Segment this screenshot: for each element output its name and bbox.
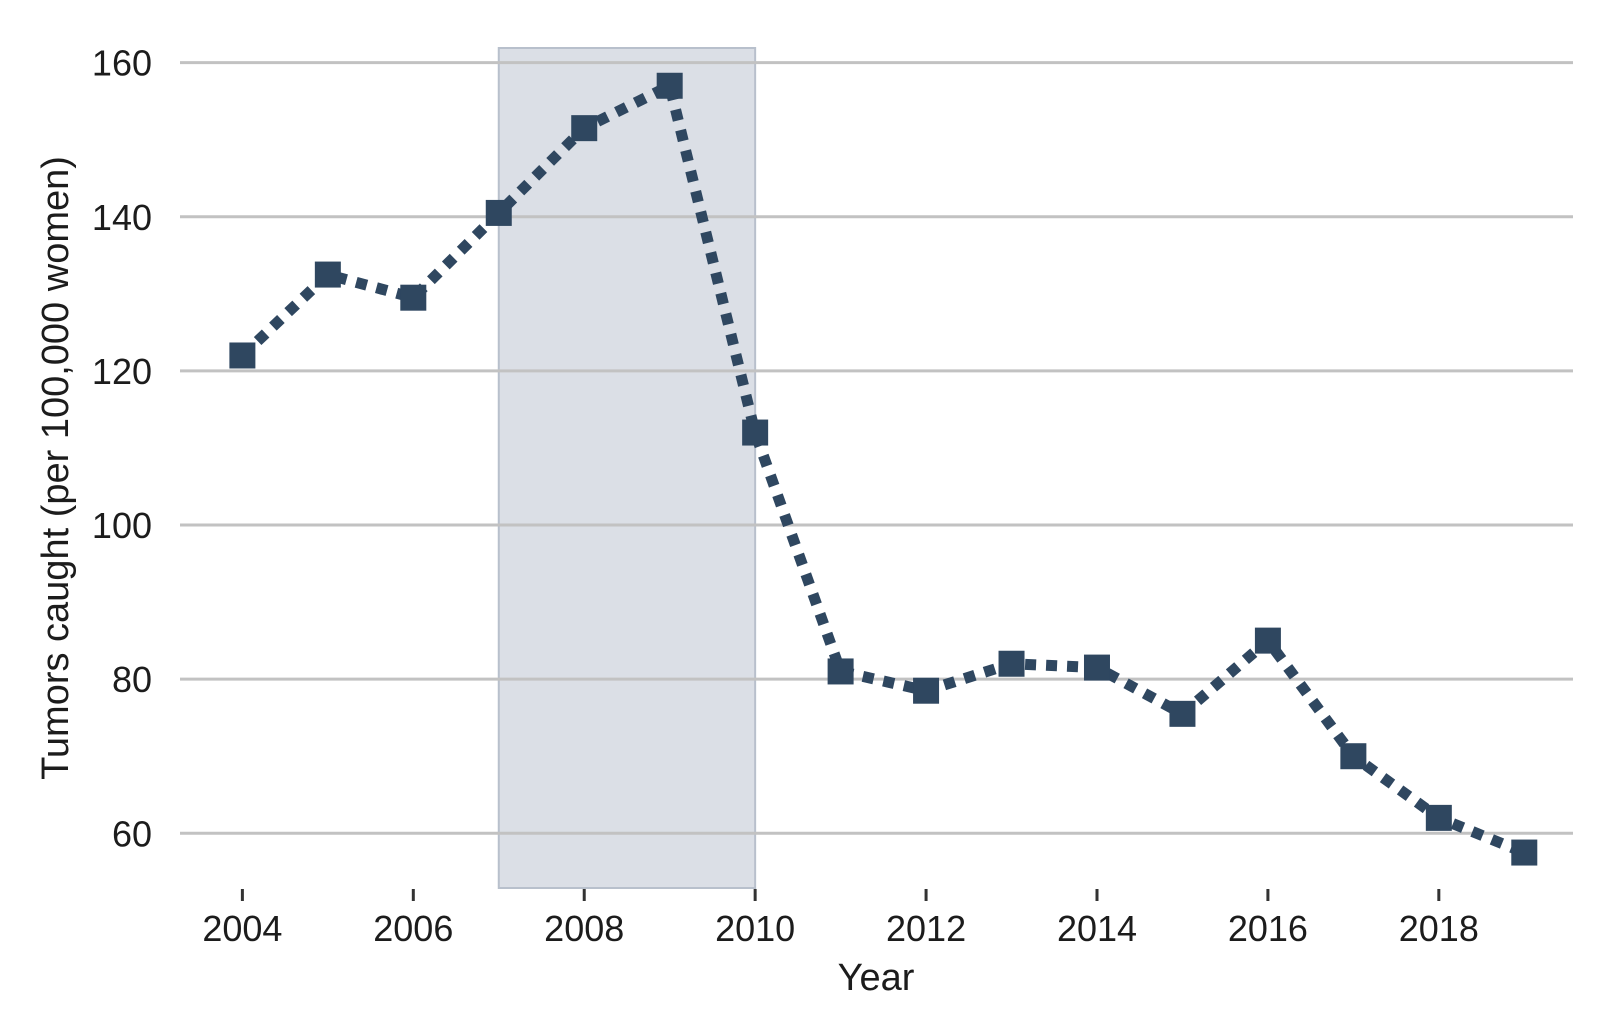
x-tick-label-2018: 2018: [1399, 908, 1479, 949]
highlight-band: [497, 47, 757, 889]
y-tick-label-60: 60: [112, 813, 152, 854]
x-tick-label-2008: 2008: [544, 908, 624, 949]
data-point-2013: [998, 650, 1025, 677]
x-tick-label-2006: 2006: [373, 908, 453, 949]
x-tick-label-2010: 2010: [715, 908, 795, 949]
y-axis-title: Tumors caught (per 100,000 women): [35, 156, 77, 780]
y-tick-label-120: 120: [92, 351, 152, 392]
data-point-2009: [656, 72, 683, 99]
y-tick-label-140: 140: [92, 197, 152, 238]
x-tick-label-2016: 2016: [1228, 908, 1308, 949]
data-point-2007: [485, 199, 512, 226]
data-point-2006: [400, 284, 427, 311]
x-axis-title: Year: [838, 957, 915, 999]
x-tick-label-2004: 2004: [202, 908, 282, 949]
x-axis-tick-labels: 2004 2006 2008 2010 2012 2014 2016 2018: [202, 908, 1479, 949]
x-tick-label-2014: 2014: [1057, 908, 1137, 949]
data-point-2011: [827, 658, 854, 685]
y-tick-label-160: 160: [92, 43, 152, 84]
data-point-2014: [1083, 654, 1110, 681]
data-point-2016: [1254, 627, 1281, 654]
x-axis-tick-marks: [240, 889, 1441, 901]
data-point-markers: [229, 72, 1538, 866]
data-point-2019: [1511, 839, 1538, 866]
y-tick-label-80: 80: [112, 659, 152, 700]
y-axis-tick-labels: 60 80 100 120 140 160: [92, 43, 152, 855]
data-point-2008: [571, 115, 598, 142]
y-tick-label-100: 100: [92, 505, 152, 546]
trend-dotted-line: [238, 77, 1527, 858]
data-point-2010: [742, 419, 769, 446]
data-point-2015: [1169, 700, 1196, 727]
data-point-2004: [229, 342, 256, 369]
data-point-2005: [314, 261, 341, 288]
data-point-2012: [913, 677, 940, 704]
data-point-2018: [1425, 804, 1452, 831]
x-tick-label-2012: 2012: [886, 908, 966, 949]
gridlines: [180, 61, 1573, 835]
data-point-2017: [1340, 743, 1367, 770]
